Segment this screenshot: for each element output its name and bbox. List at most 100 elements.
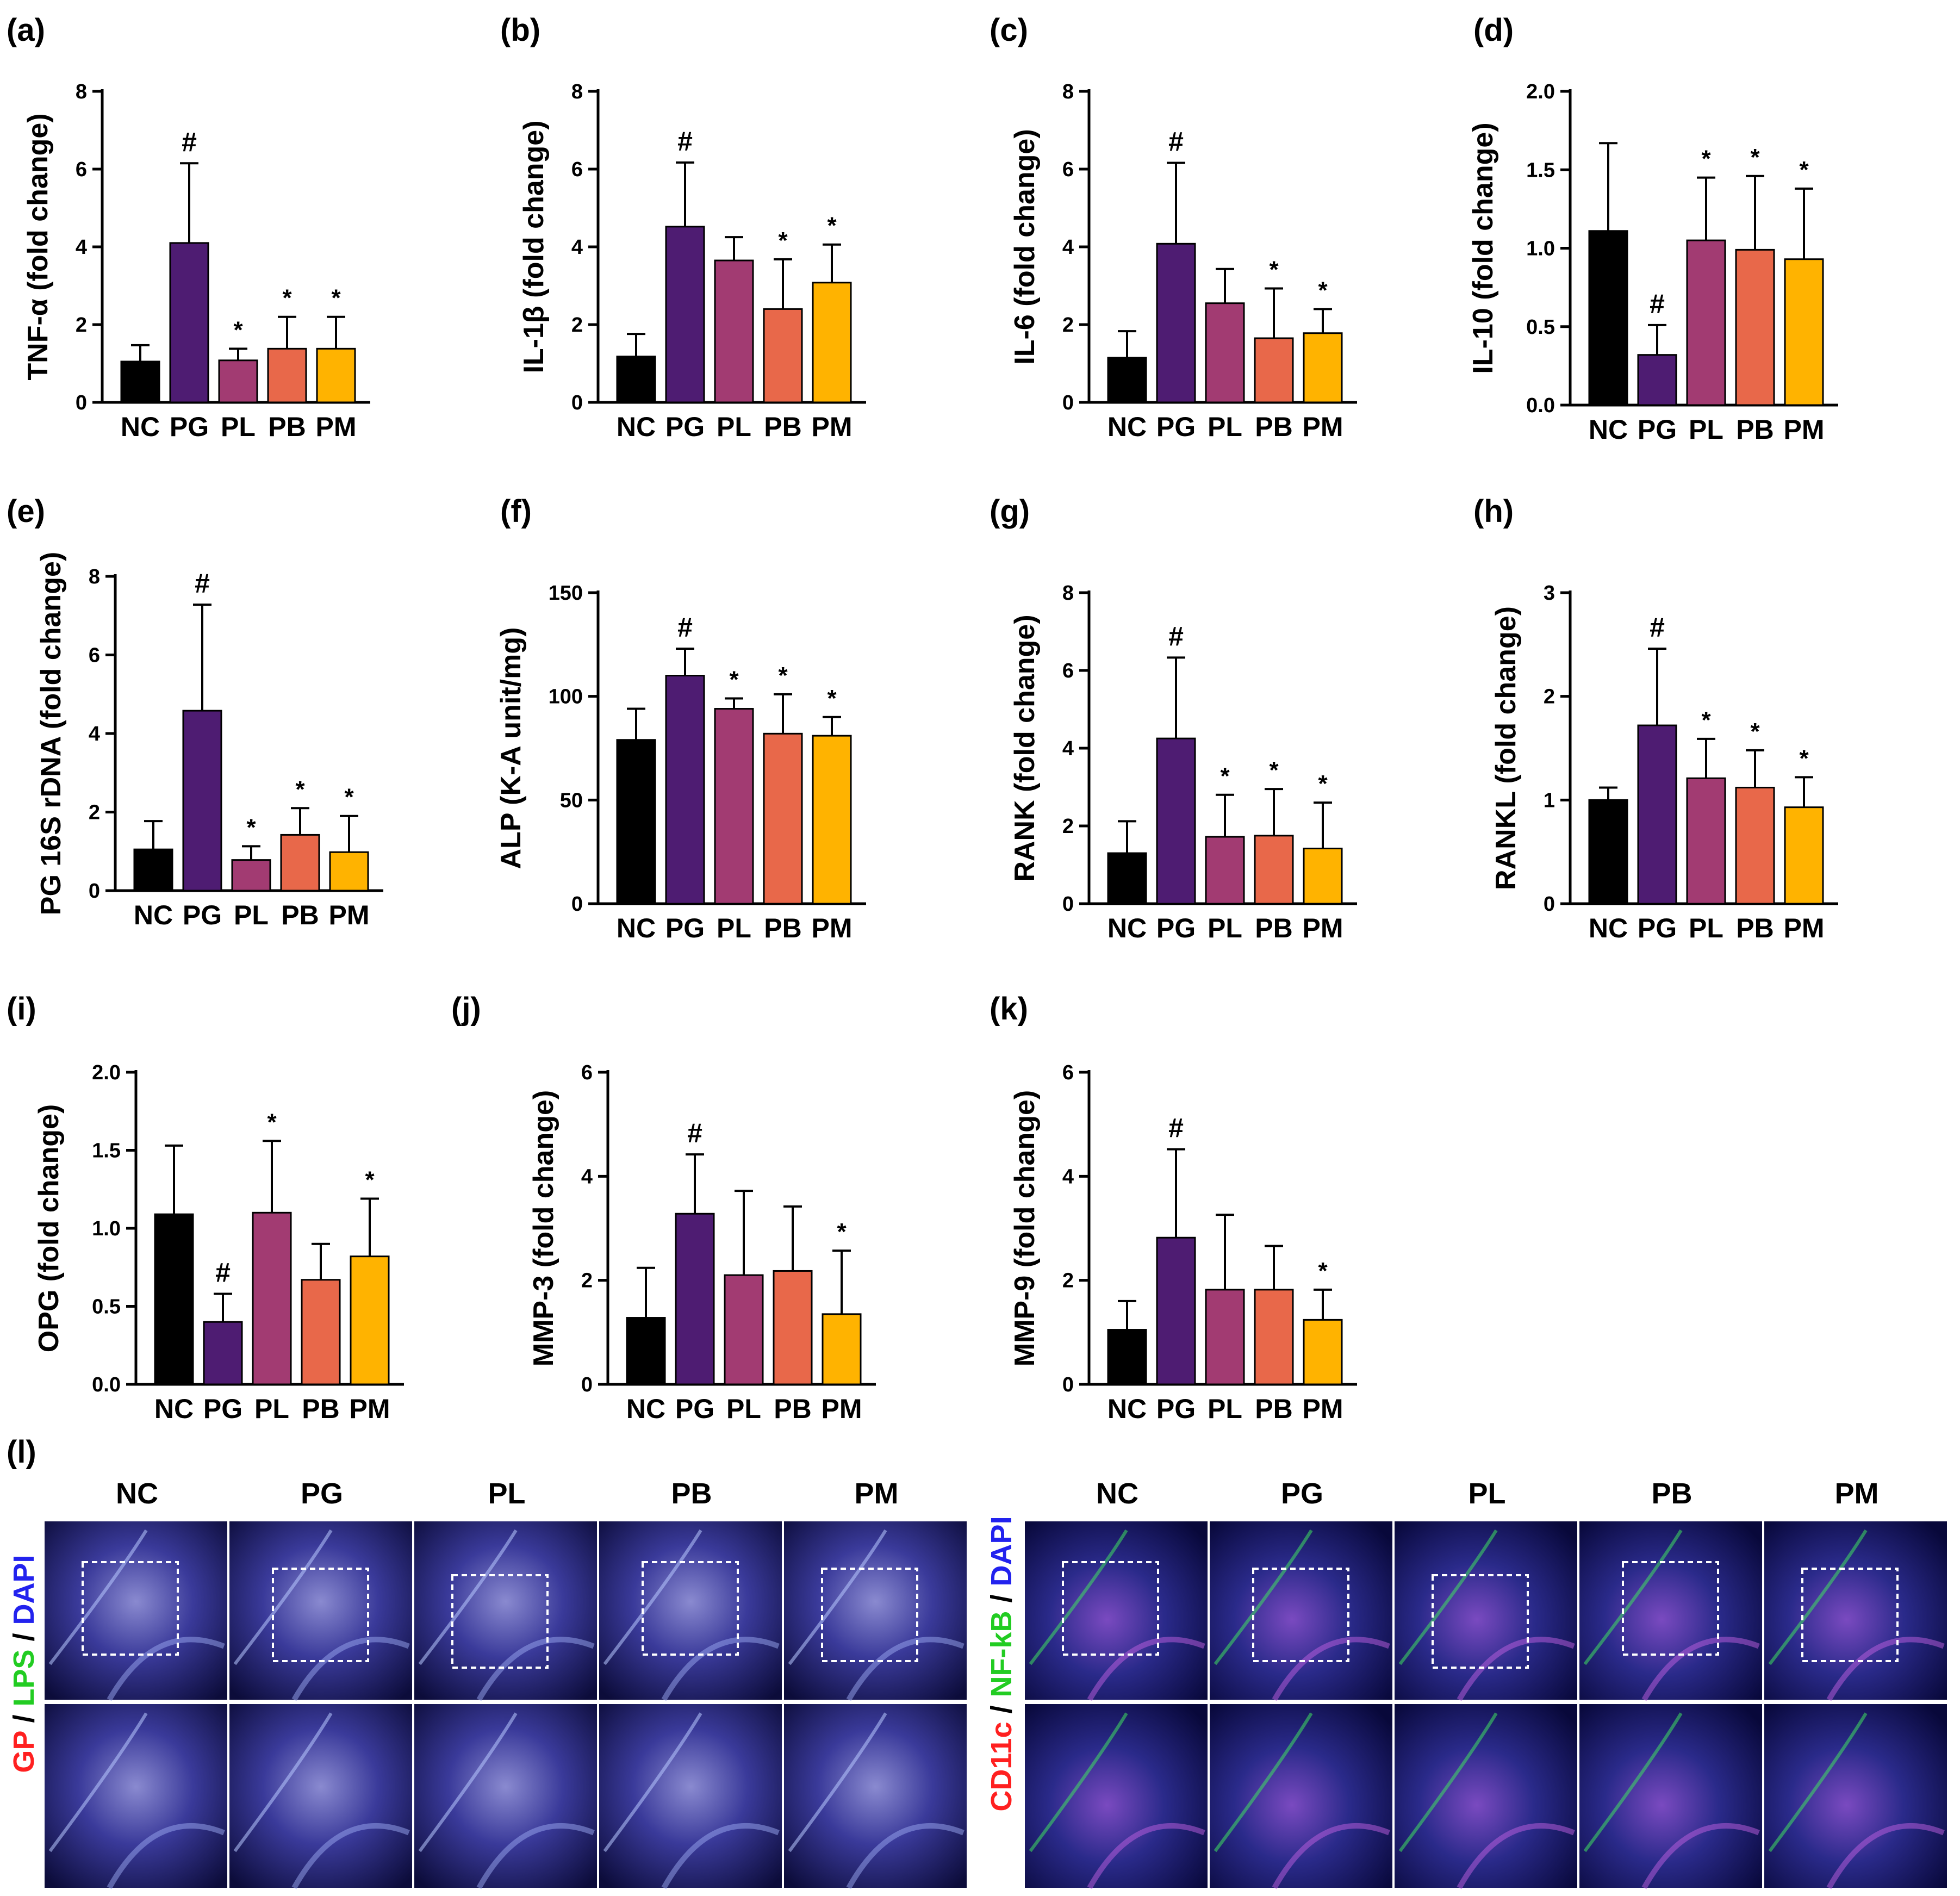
y-tick-label: 0.0: [92, 1373, 121, 1396]
y-tick-label: 3: [1544, 582, 1555, 605]
micrograph-overview-PG: [229, 1521, 412, 1701]
column-label-PL: PL: [488, 1477, 525, 1510]
tissue-region: [291, 1637, 410, 1701]
chart-panel-9: (i) 0.0 0.5 1.0 1.5 2.0 OPG (fold change) NC # PG…: [7, 991, 404, 1424]
bar-PB: [1735, 786, 1775, 905]
stain--: /: [8, 1707, 40, 1731]
bar-PM: [812, 282, 852, 403]
stain-dapi: DAPI: [985, 1516, 1018, 1586]
y-tick-label: 0: [1062, 1373, 1074, 1396]
tissue-edge: [603, 1529, 702, 1665]
y-tick-label: 6: [1062, 1061, 1074, 1084]
y-tick-label: 1.5: [1526, 159, 1555, 182]
bar-PM: [822, 1313, 862, 1385]
bar-PB: [1735, 248, 1775, 406]
micrograph-image: [1579, 1704, 1762, 1888]
significance-mark-PB: *: [778, 227, 788, 254]
micrograph-image: [229, 1521, 412, 1700]
bar-PB: [301, 1279, 341, 1385]
panel-label: (k): [990, 991, 1028, 1027]
y-tick-label: 0.5: [92, 1296, 121, 1319]
y-tick-label: 8: [76, 80, 87, 103]
significance-mark-PM: *: [827, 685, 837, 712]
significance-mark-PB: *: [295, 776, 305, 803]
x-tick-label-PB: PB: [302, 1394, 339, 1424]
y-tick-label: 0: [571, 893, 583, 916]
x-tick-label-PL: PL: [1208, 412, 1242, 442]
micrograph-overview-PB: [1579, 1521, 1762, 1701]
stain-cd11c: CD11c: [985, 1721, 1018, 1811]
y-tick-label: 8: [571, 80, 583, 103]
y-tick-label: 2.0: [1526, 80, 1555, 103]
significance-mark-PG: #: [1650, 612, 1665, 643]
zoom-region-box: [1062, 1561, 1159, 1656]
bar-PB: [763, 308, 803, 403]
significance-mark-PL: *: [1220, 763, 1230, 790]
bar-NC: [616, 356, 656, 403]
micrograph-image: [1395, 1704, 1577, 1888]
bar-PL: [252, 1211, 292, 1385]
bar-PG: [169, 242, 209, 403]
significance-mark-PL: *: [1701, 146, 1711, 172]
bar-PG: [203, 1321, 243, 1385]
y-tick-label: 0: [571, 391, 583, 414]
significance-mark-PM: *: [1799, 745, 1809, 772]
x-tick-label-PG: PG: [1156, 1394, 1196, 1424]
bar-PM: [1303, 1319, 1343, 1385]
micrograph-image: [1210, 1704, 1392, 1888]
chart-panel-8: (h) 0 1 2 3 RANKL (fold change) NC # PG * PL * PB * PM: [1473, 494, 1838, 943]
x-tick-label-PM: PM: [1784, 414, 1825, 445]
x-tick-label-PM: PM: [1303, 412, 1343, 442]
significance-mark-PM: *: [1318, 1258, 1328, 1284]
panel-label: (i): [7, 991, 36, 1027]
tissue-edge: [788, 1712, 887, 1853]
x-tick-label-PL: PL: [1208, 913, 1242, 943]
zoom-region-box: [1622, 1561, 1719, 1656]
tissue-region: [661, 1823, 780, 1889]
significance-mark-PL: *: [233, 316, 243, 343]
y-tick-label: 2: [571, 314, 583, 337]
tissue-region: [107, 1637, 225, 1701]
y-tick-label: 6: [89, 644, 100, 667]
column-label-PB: PB: [1651, 1477, 1692, 1510]
chart-panel-11: (k) 0 2 4 6 MMP-9 (fold change) NC # PG PL PB * PM: [990, 991, 1357, 1424]
y-tick-label: 1.0: [92, 1217, 121, 1240]
tissue-edge: [1583, 1529, 1683, 1665]
x-tick-label-PL: PL: [1689, 414, 1723, 445]
bar-PM: [316, 347, 356, 403]
significance-mark-PL: *: [1701, 707, 1711, 733]
x-tick-label-NC: NC: [626, 1394, 665, 1424]
bar-PG: [1637, 354, 1677, 406]
x-tick-label-NC: NC: [1589, 913, 1628, 943]
x-tick-label-PG: PG: [1156, 412, 1196, 442]
tissue-region: [1457, 1823, 1575, 1889]
x-tick-label-PG: PG: [183, 900, 222, 930]
panel-label: (c): [990, 13, 1028, 48]
significance-mark-PM: *: [331, 285, 341, 312]
bar-NC: [133, 848, 173, 892]
tissue-region: [661, 1637, 780, 1701]
bar-PG: [665, 675, 705, 905]
column-label-PB: PB: [671, 1477, 712, 1510]
x-tick-label-PL: PL: [254, 1394, 289, 1424]
y-tick-label: 0: [76, 391, 87, 414]
significance-mark-PB: *: [778, 662, 788, 689]
chart-panel-2: (b) 0 2 4 6 8 IL-1β (fold change) NC # PG PL * PB * PM: [500, 13, 866, 442]
tissue-region: [846, 1637, 965, 1701]
x-tick-label-PL: PL: [717, 913, 751, 943]
micrograph-zoom-PM: [1764, 1704, 1947, 1889]
significance-mark-PG: #: [1168, 1113, 1184, 1143]
x-tick-label-NC: NC: [617, 412, 656, 442]
y-tick-label: 4: [76, 236, 87, 259]
bar-PG: [1156, 243, 1196, 403]
micrograph-image: [1025, 1704, 1208, 1888]
chart-panel-10: (j) 0 2 4 6 MMP-3 (fold change) NC # PG PL PB * PM: [451, 991, 876, 1424]
tissue-edge: [1398, 1712, 1498, 1853]
y-tick-label: 2.0: [92, 1061, 121, 1084]
y-tick-label: 6: [571, 158, 583, 181]
significance-mark-PM: *: [1318, 277, 1328, 303]
tissue-edge: [233, 1712, 333, 1853]
significance-mark-PG: #: [182, 127, 197, 157]
significance-mark-PM: *: [1799, 157, 1809, 183]
bar-PB: [1254, 835, 1294, 905]
